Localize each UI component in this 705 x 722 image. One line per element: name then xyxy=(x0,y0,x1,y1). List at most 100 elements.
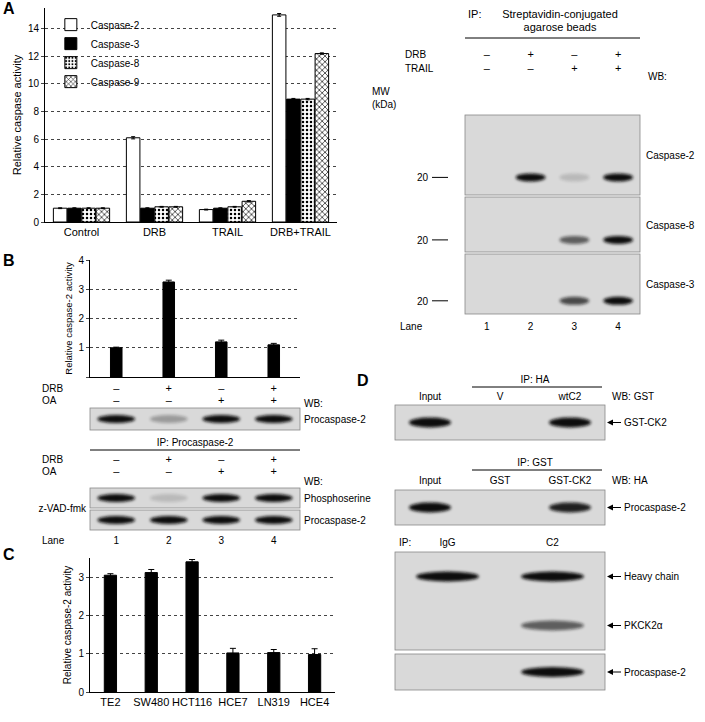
svg-text:12: 12 xyxy=(28,51,40,62)
svg-text:GST-CK2: GST-CK2 xyxy=(624,417,667,428)
svg-text:A: A xyxy=(3,0,15,17)
svg-text:Input: Input xyxy=(419,391,441,402)
svg-text:Procaspase-2: Procaspase-2 xyxy=(624,502,686,513)
svg-text:3: 3 xyxy=(218,535,224,546)
svg-text:DRB+TRAIL: DRB+TRAIL xyxy=(270,226,331,238)
svg-text:20: 20 xyxy=(417,296,429,307)
svg-text:4: 4 xyxy=(615,321,621,332)
svg-text:DRB: DRB xyxy=(143,226,166,238)
svg-text:–: – xyxy=(571,48,578,60)
svg-text:+: + xyxy=(571,62,577,74)
svg-text:+: + xyxy=(271,394,277,406)
svg-text:Heavy chain: Heavy chain xyxy=(624,571,679,582)
svg-text:TRAIL: TRAIL xyxy=(405,63,434,74)
svg-text:OA: OA xyxy=(42,466,57,477)
svg-text:4: 4 xyxy=(271,535,277,546)
svg-text:4: 4 xyxy=(33,161,39,172)
svg-text:3: 3 xyxy=(572,321,578,332)
svg-text:Relative caspase activity: Relative caspase activity xyxy=(11,54,23,175)
svg-text:–: – xyxy=(484,48,491,60)
svg-text:+: + xyxy=(271,453,277,465)
svg-text:+: + xyxy=(218,394,224,406)
svg-text:V: V xyxy=(497,391,504,402)
svg-text:0: 0 xyxy=(78,687,84,698)
svg-text:GST-CK2: GST-CK2 xyxy=(549,475,592,486)
svg-text:PKCK2α: PKCK2α xyxy=(624,620,663,631)
svg-text:IP:: IP: xyxy=(468,8,481,20)
svg-text:wtC2: wtC2 xyxy=(558,391,582,402)
svg-text:Lane: Lane xyxy=(400,321,423,332)
svg-text:SW480: SW480 xyxy=(133,696,169,708)
svg-text:–: – xyxy=(484,62,491,74)
svg-text:D: D xyxy=(357,372,369,389)
svg-text:Procaspase-2: Procaspase-2 xyxy=(304,414,366,425)
svg-text:OA: OA xyxy=(42,395,57,406)
svg-text:WB:: WB: xyxy=(304,398,323,409)
svg-text:Procaspase-2: Procaspase-2 xyxy=(304,515,366,526)
svg-text:Input: Input xyxy=(419,475,441,486)
svg-text:–: – xyxy=(113,453,120,465)
svg-text:–: – xyxy=(166,465,173,477)
svg-text:Procaspase-2: Procaspase-2 xyxy=(624,667,686,678)
svg-text:Relative caspase-2 activity: Relative caspase-2 activity xyxy=(63,262,74,375)
svg-text:DRB: DRB xyxy=(42,383,63,394)
svg-text:0: 0 xyxy=(33,217,39,228)
svg-text:IP: Procaspase-2: IP: Procaspase-2 xyxy=(157,437,234,448)
svg-text:WB: GST: WB: GST xyxy=(612,391,654,402)
svg-text:10: 10 xyxy=(28,78,40,89)
svg-text:Caspase-8: Caspase-8 xyxy=(91,58,140,69)
svg-text:DRB: DRB xyxy=(405,49,426,60)
svg-text:–: – xyxy=(528,62,535,74)
svg-text:Caspase-8: Caspase-8 xyxy=(646,220,695,231)
svg-text:DRB: DRB xyxy=(42,454,63,465)
svg-text:–: – xyxy=(113,465,120,477)
svg-text:1: 1 xyxy=(484,321,490,332)
svg-text:HCE7: HCE7 xyxy=(218,696,247,708)
svg-text:Caspase-2: Caspase-2 xyxy=(646,150,695,161)
svg-text:+: + xyxy=(271,465,277,477)
svg-text:TE2: TE2 xyxy=(100,696,120,708)
svg-text:20: 20 xyxy=(417,172,429,183)
svg-text:3: 3 xyxy=(78,572,84,583)
svg-text:IP:: IP: xyxy=(399,537,411,548)
svg-text:Caspase-9: Caspase-9 xyxy=(91,77,140,88)
svg-text:14: 14 xyxy=(28,23,40,34)
svg-text:3: 3 xyxy=(78,284,84,295)
svg-text:HCE4: HCE4 xyxy=(300,696,329,708)
svg-text:+: + xyxy=(527,48,533,60)
svg-text:Caspase-3: Caspase-3 xyxy=(91,39,140,50)
svg-text:HCT116: HCT116 xyxy=(172,696,212,708)
svg-text:agarose beads: agarose beads xyxy=(524,21,597,33)
svg-text:+: + xyxy=(166,382,172,394)
svg-text:Control: Control xyxy=(64,226,99,238)
svg-text:2: 2 xyxy=(166,535,172,546)
svg-text:IP: HA: IP: HA xyxy=(521,374,550,385)
svg-text:–: – xyxy=(113,382,120,394)
svg-text:MW: MW xyxy=(372,86,390,97)
svg-text:4: 4 xyxy=(78,255,84,266)
svg-text:1: 1 xyxy=(78,342,84,353)
svg-text:Caspase-2: Caspase-2 xyxy=(91,20,140,31)
svg-text:WB: HA: WB: HA xyxy=(612,475,648,486)
svg-text:2: 2 xyxy=(528,321,534,332)
svg-text:2: 2 xyxy=(78,610,84,621)
svg-text:+: + xyxy=(218,465,224,477)
svg-text:WB:: WB: xyxy=(304,476,323,487)
svg-text:GST: GST xyxy=(490,475,511,486)
svg-text:z-VAD-fmk: z-VAD-fmk xyxy=(38,503,87,514)
svg-text:Phosphoserine: Phosphoserine xyxy=(304,493,371,504)
svg-text:–: – xyxy=(166,394,173,406)
svg-text:B: B xyxy=(3,252,15,269)
svg-text:2: 2 xyxy=(33,189,39,200)
svg-text:+: + xyxy=(615,62,621,74)
svg-text:Caspase-3: Caspase-3 xyxy=(646,279,695,290)
svg-text:IgG: IgG xyxy=(439,537,455,548)
svg-text:LN319: LN319 xyxy=(258,696,290,708)
svg-text:20: 20 xyxy=(417,235,429,246)
svg-text:–: – xyxy=(218,453,225,465)
svg-text:1: 1 xyxy=(113,535,119,546)
svg-text:C2: C2 xyxy=(546,537,559,548)
svg-text:6: 6 xyxy=(33,134,39,145)
svg-text:C: C xyxy=(3,546,15,563)
svg-text:IP: GST: IP: GST xyxy=(517,457,553,468)
